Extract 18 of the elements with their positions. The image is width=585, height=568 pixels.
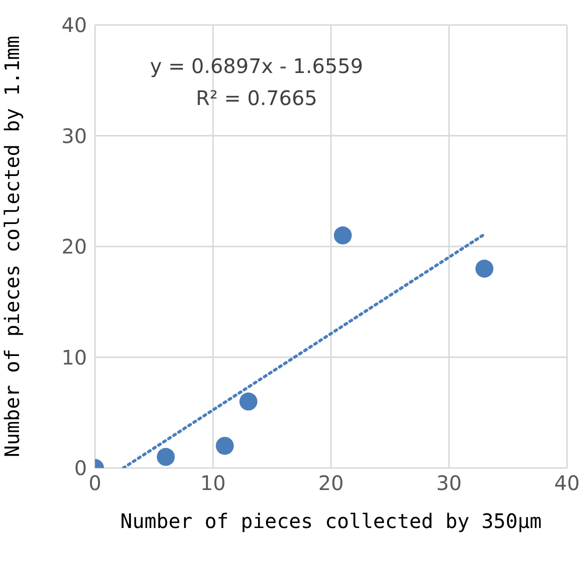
y-axis-title: Number of pieces collected by 1.1mm xyxy=(0,36,24,458)
point xyxy=(156,448,175,466)
y-tick-label: 30 xyxy=(62,124,87,148)
x-axis-title: Number of pieces collected by 350μm xyxy=(120,509,542,533)
annotation: y = 0.6897x - 1.6559 xyxy=(150,53,364,80)
point xyxy=(475,260,494,278)
y-tick-label: 10 xyxy=(62,345,87,370)
y-tick-label: 20 xyxy=(62,234,87,259)
annotation: R² = 0.7665 xyxy=(194,85,318,112)
point xyxy=(216,436,234,455)
x-tick-label: 10 xyxy=(200,471,226,496)
x-tick-label: 20 xyxy=(318,471,344,496)
point xyxy=(334,226,352,244)
x-tick-label: 40 xyxy=(554,471,580,496)
point xyxy=(239,392,258,411)
x-tick-label: 30 xyxy=(436,471,462,496)
y-tick-label: 40 xyxy=(62,13,87,38)
y-tick-label: 0 xyxy=(74,456,87,480)
